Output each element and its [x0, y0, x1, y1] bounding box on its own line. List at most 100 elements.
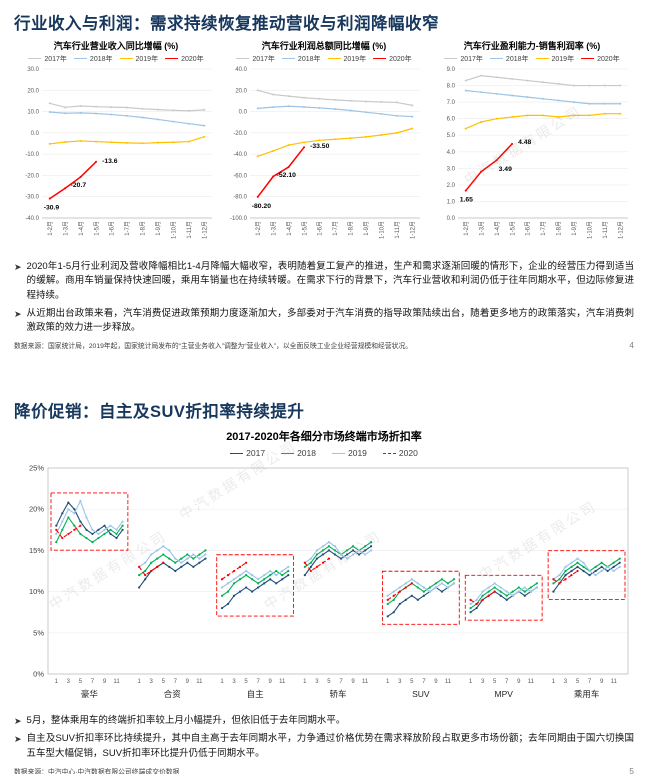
svg-text:3.49: 3.49	[499, 166, 512, 173]
svg-text:1-12月: 1-12月	[617, 221, 624, 239]
svg-text:5: 5	[162, 679, 166, 685]
svg-text:1.0: 1.0	[447, 199, 456, 205]
svg-text:1-3月: 1-3月	[270, 221, 277, 236]
svg-text:-80.20: -80.20	[252, 203, 271, 210]
svg-text:9: 9	[434, 679, 438, 685]
data-source-note: 数据来源：国家统计局，2019年起，国家统计局发布的“主营业务收入”调整为“营业…	[14, 343, 413, 351]
svg-text:1.65: 1.65	[460, 197, 473, 204]
svg-text:1: 1	[55, 679, 59, 685]
chart-legend: 2017年 2018年 2019年 2020年	[222, 53, 426, 64]
svg-text:豪华: 豪华	[81, 689, 99, 699]
svg-text:-52.10: -52.10	[277, 172, 296, 179]
svg-text:1: 1	[303, 679, 307, 685]
svg-text:3: 3	[67, 679, 71, 685]
slide-discount-promo: 降价促销：自主及SUV折扣率持续提升 2017-2020年各细分市场终端市场折扣…	[0, 388, 648, 774]
svg-text:6.0: 6.0	[447, 117, 456, 123]
svg-text:20.0: 20.0	[235, 88, 247, 94]
legend-label: 2019年	[551, 55, 575, 63]
legend-label: 2018	[297, 448, 316, 458]
legend-line-swatch	[165, 58, 179, 59]
svg-text:1-2月: 1-2月	[463, 221, 470, 236]
svg-text:7: 7	[588, 679, 592, 685]
svg-text:8.0: 8.0	[447, 84, 456, 90]
legend-item: 2017	[230, 448, 265, 458]
chart-legend: 2017年 2018年 2019年 2020年	[430, 53, 634, 64]
revenue-growth-chart: -40.0 -30.0 -20.0 -10.0 0.0 10.0 20.0 30.0 1-2月 1…	[25, 67, 212, 239]
svg-text:7: 7	[91, 679, 95, 685]
svg-text:-100.0: -100.0	[230, 216, 248, 222]
discount-chart-wrap: 2017 2018 2019 2020 0% 5% 10% 15% 20% 25% 1 3 5 7 9 11…	[14, 446, 634, 708]
svg-text:7.0: 7.0	[447, 100, 456, 106]
legend-line-swatch	[332, 452, 345, 454]
svg-text:-40.0: -40.0	[233, 152, 247, 158]
svg-text:1-4月: 1-4月	[78, 221, 85, 236]
legend-label: 2020年	[181, 55, 204, 63]
svg-text:1-11月: 1-11月	[602, 221, 609, 239]
chart-title: 汽车行业营业收入同比增幅 (%)	[53, 41, 179, 51]
legend-item: 2019年	[535, 54, 575, 64]
svg-text:30.0: 30.0	[27, 67, 39, 73]
legend-label: 2020	[398, 448, 418, 458]
bullet-item: ➤ 自主及SUV折扣率环比持续提升，其中自主高于去年同期水平，力争通过价格优势在…	[14, 732, 634, 761]
bullet-arrow-icon: ➤	[14, 308, 22, 319]
legend-item: 2020年	[165, 54, 204, 64]
legend-line-swatch	[382, 452, 396, 454]
bullet-arrow-icon: ➤	[14, 734, 22, 745]
legend-item: 2020	[382, 448, 418, 458]
bullet-text: 2020年1-5月行业利润及营收降幅相比1-4月降幅大幅收窄，表明随着复工复产的…	[26, 261, 634, 301]
legend-label: 2018年	[297, 55, 321, 63]
svg-text:轿车: 轿车	[329, 689, 346, 699]
discount-chart-legend: 2017 2018 2019 2020	[14, 446, 634, 460]
svg-text:9: 9	[517, 679, 521, 685]
svg-text:合资: 合资	[164, 689, 182, 699]
svg-text:1-12月: 1-12月	[201, 221, 208, 239]
slide2-footer: 数据来源：中汽中心·中汽数据有限公司终端成交价数据 5	[14, 766, 634, 774]
svg-text:7: 7	[505, 679, 509, 685]
legend-item: 2020年	[581, 54, 620, 64]
svg-text:1-12月: 1-12月	[409, 221, 416, 239]
svg-text:1: 1	[220, 679, 224, 685]
svg-text:3: 3	[150, 679, 154, 685]
svg-text:-30.9: -30.9	[44, 205, 60, 212]
svg-text:乘用车: 乘用车	[574, 689, 600, 699]
svg-text:5: 5	[327, 679, 331, 685]
slide-revenue-profit: 行业收入与利润：需求持续恢复推动营收与利润降幅收窄 汽车行业营业收入同比增幅 (…	[14, 15, 634, 351]
svg-text:5%: 5%	[33, 628, 44, 637]
bullet-item: ➤ 5月，整体乘用车的终端折扣率较上月小幅提升，但依旧低于去年同期水平。	[14, 714, 634, 728]
svg-text:1-5月: 1-5月	[509, 221, 516, 236]
legend-item: 2019年	[327, 54, 366, 64]
legend-line-swatch	[281, 452, 295, 454]
svg-text:7: 7	[422, 679, 426, 685]
svg-text:1: 1	[469, 679, 473, 685]
page-number: 5	[629, 765, 634, 774]
svg-text:7: 7	[256, 679, 260, 685]
legend-line-swatch	[119, 58, 133, 59]
slide2-title: 降价促销：自主及SUV折扣率持续提升	[14, 403, 305, 421]
svg-text:1-10月: 1-10月	[587, 221, 594, 239]
svg-text:-80.0: -80.0	[233, 195, 247, 201]
legend-line-swatch	[489, 58, 503, 59]
svg-text:1-8月: 1-8月	[348, 221, 355, 236]
svg-text:1-8月: 1-8月	[556, 221, 563, 236]
svg-text:1-4月: 1-4月	[286, 221, 293, 236]
svg-text:1-9月: 1-9月	[363, 221, 370, 236]
svg-text:15%: 15%	[29, 546, 44, 555]
legend-label: 2019年	[135, 55, 159, 63]
legend-item: 2019年	[119, 54, 159, 64]
legend-label: 2018年	[505, 55, 529, 63]
svg-text:1-11月: 1-11月	[394, 221, 401, 239]
legend-line-swatch	[236, 58, 250, 59]
legend-line-swatch	[281, 58, 295, 59]
bullet-arrow-icon: ➤	[14, 716, 22, 726]
svg-text:1: 1	[137, 679, 141, 685]
svg-text:0%: 0%	[33, 670, 44, 679]
svg-text:11: 11	[279, 679, 286, 685]
legend-line-swatch	[535, 58, 549, 59]
page-number: 4	[629, 340, 634, 351]
svg-text:4.48: 4.48	[518, 139, 531, 146]
legend-item: 2017年	[236, 54, 275, 64]
svg-text:1-3月: 1-3月	[478, 221, 485, 236]
svg-text:5.0: 5.0	[447, 133, 456, 139]
